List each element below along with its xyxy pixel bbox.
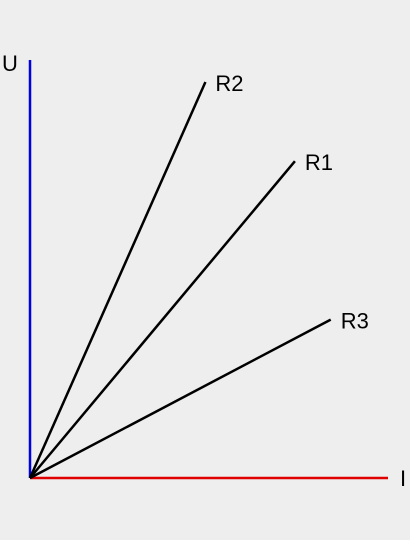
series-label-r3: R3 [341, 309, 369, 334]
series-line-r2 [28, 81, 207, 479]
series-line-r3 [29, 318, 332, 480]
series-layer: R2 R1 R3 [28, 71, 369, 480]
x-axis-title: I [400, 466, 406, 491]
series-line-r1 [29, 160, 296, 479]
series-label-r1: R1 [305, 150, 333, 175]
series-label-r2: R2 [215, 71, 243, 96]
y-axis-title: U [2, 51, 18, 76]
